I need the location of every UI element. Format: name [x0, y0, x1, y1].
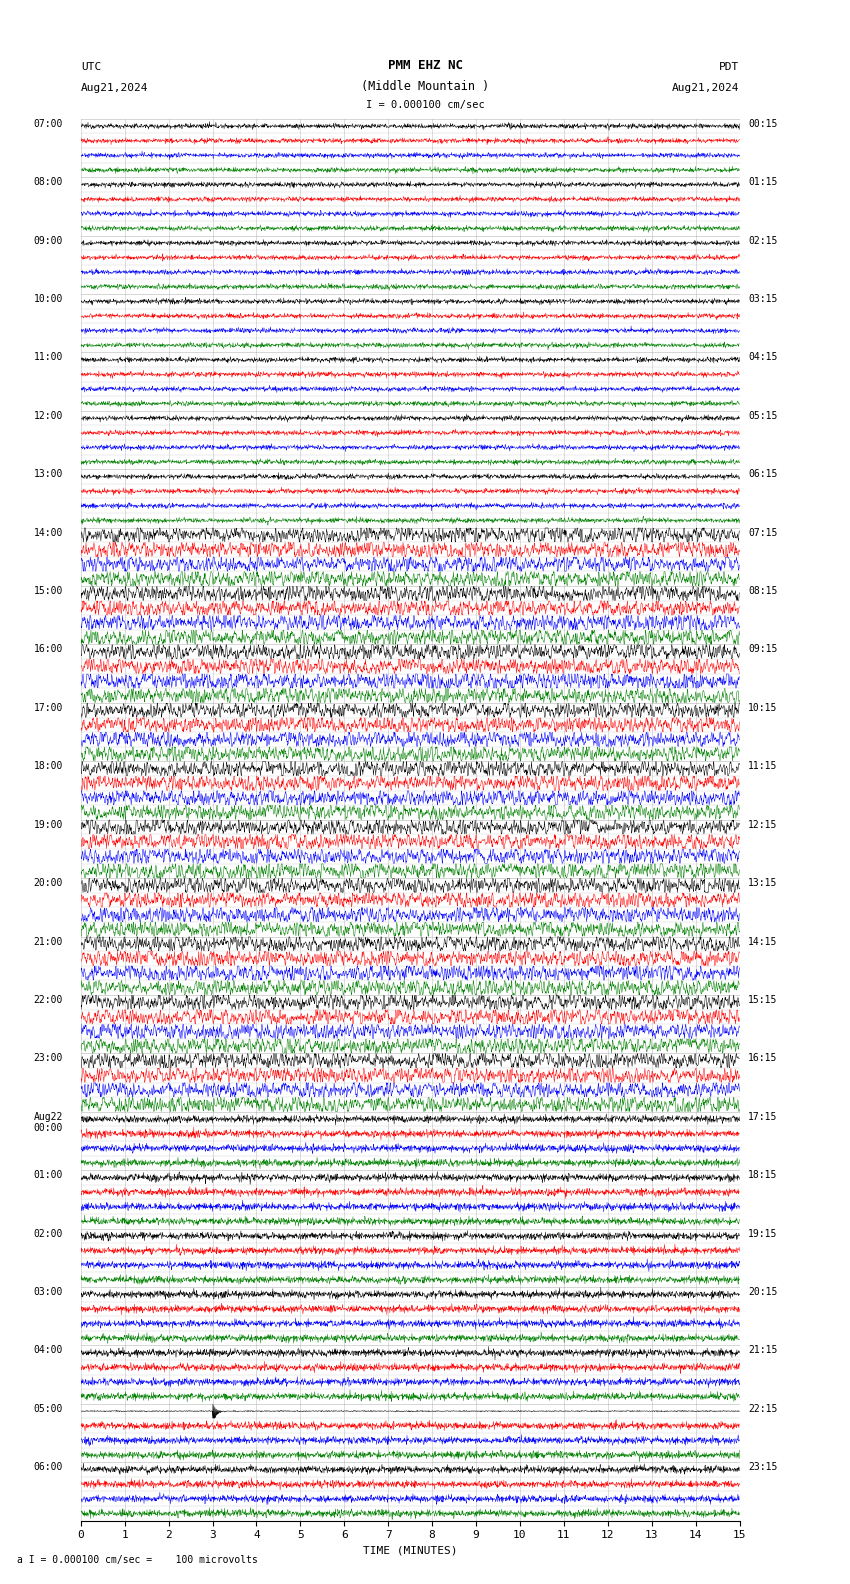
- Text: 09:00: 09:00: [34, 236, 63, 246]
- Text: 18:15: 18:15: [748, 1171, 778, 1180]
- Text: 16:15: 16:15: [748, 1053, 778, 1063]
- Text: 19:00: 19:00: [34, 819, 63, 830]
- Text: 14:15: 14:15: [748, 936, 778, 947]
- Text: 14:00: 14:00: [34, 527, 63, 537]
- Text: 22:15: 22:15: [748, 1403, 778, 1415]
- Text: 17:00: 17:00: [34, 703, 63, 713]
- Text: Aug21,2024: Aug21,2024: [81, 82, 148, 92]
- Text: 00:15: 00:15: [748, 119, 778, 128]
- Text: 05:00: 05:00: [34, 1403, 63, 1415]
- Text: 03:15: 03:15: [748, 295, 778, 304]
- Text: 17:15: 17:15: [748, 1112, 778, 1121]
- Text: 13:15: 13:15: [748, 878, 778, 889]
- Text: a I = 0.000100 cm/sec =    100 microvolts: a I = 0.000100 cm/sec = 100 microvolts: [17, 1555, 258, 1565]
- Text: 04:15: 04:15: [748, 352, 778, 363]
- Text: 15:15: 15:15: [748, 995, 778, 1004]
- Text: 01:00: 01:00: [34, 1171, 63, 1180]
- Text: 07:00: 07:00: [34, 119, 63, 128]
- Text: 10:00: 10:00: [34, 295, 63, 304]
- Text: 21:15: 21:15: [748, 1345, 778, 1356]
- Text: 21:00: 21:00: [34, 936, 63, 947]
- Text: 08:15: 08:15: [748, 586, 778, 596]
- Text: 15:00: 15:00: [34, 586, 63, 596]
- Text: 02:15: 02:15: [748, 236, 778, 246]
- Text: I = 0.000100 cm/sec: I = 0.000100 cm/sec: [366, 100, 484, 109]
- Text: 23:00: 23:00: [34, 1053, 63, 1063]
- Text: 02:00: 02:00: [34, 1229, 63, 1239]
- Text: 22:00: 22:00: [34, 995, 63, 1004]
- Text: 11:00: 11:00: [34, 352, 63, 363]
- Text: 05:15: 05:15: [748, 410, 778, 421]
- Text: 06:15: 06:15: [748, 469, 778, 480]
- Text: 16:00: 16:00: [34, 645, 63, 654]
- Text: 20:00: 20:00: [34, 878, 63, 889]
- Text: 20:15: 20:15: [748, 1286, 778, 1297]
- Text: 12:00: 12:00: [34, 410, 63, 421]
- Text: 10:15: 10:15: [748, 703, 778, 713]
- Text: PDT: PDT: [719, 62, 740, 71]
- Text: PMM EHZ NC: PMM EHZ NC: [388, 59, 462, 71]
- Text: 04:00: 04:00: [34, 1345, 63, 1356]
- Text: 23:15: 23:15: [748, 1462, 778, 1472]
- Text: 12:15: 12:15: [748, 819, 778, 830]
- Text: Aug21,2024: Aug21,2024: [672, 82, 740, 92]
- Text: 01:15: 01:15: [748, 177, 778, 187]
- Text: 13:00: 13:00: [34, 469, 63, 480]
- Text: 08:00: 08:00: [34, 177, 63, 187]
- Text: (Middle Mountain ): (Middle Mountain ): [361, 79, 489, 92]
- Text: 11:15: 11:15: [748, 762, 778, 771]
- X-axis label: TIME (MINUTES): TIME (MINUTES): [363, 1546, 457, 1555]
- Text: 03:00: 03:00: [34, 1286, 63, 1297]
- Text: UTC: UTC: [81, 62, 101, 71]
- Text: 07:15: 07:15: [748, 527, 778, 537]
- Text: 19:15: 19:15: [748, 1229, 778, 1239]
- Text: 09:15: 09:15: [748, 645, 778, 654]
- Text: Aug22
00:00: Aug22 00:00: [34, 1112, 63, 1134]
- Text: 06:00: 06:00: [34, 1462, 63, 1472]
- Text: 18:00: 18:00: [34, 762, 63, 771]
